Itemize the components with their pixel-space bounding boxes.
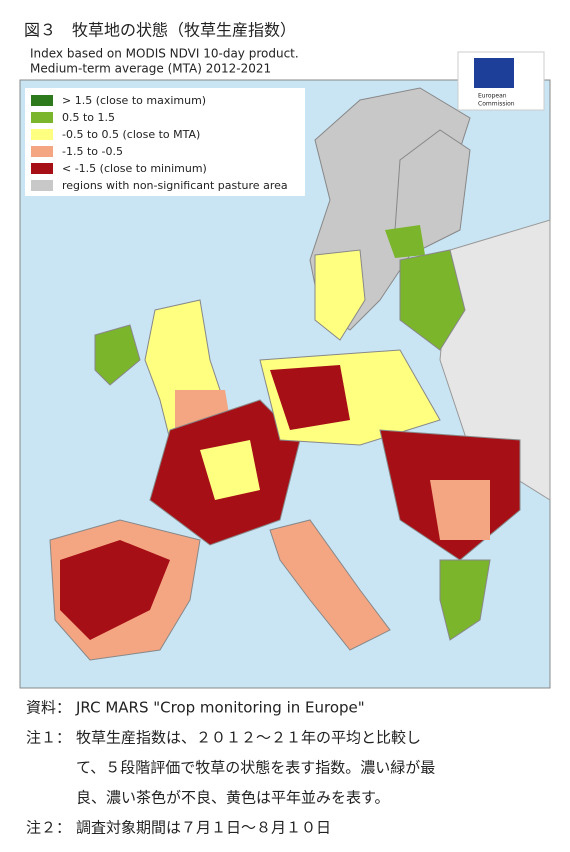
legend: > 1.5 (close to maximum) 0.5 to 1.5 -0.5 t… xyxy=(31,94,288,192)
legend-label: > 1.5 (close to maximum) xyxy=(62,94,206,107)
legend-swatch xyxy=(31,112,53,123)
region xyxy=(430,480,490,540)
region xyxy=(60,540,170,640)
logo-text: Commission xyxy=(478,101,515,108)
region xyxy=(439,559,491,641)
region xyxy=(200,440,260,500)
note-line: 牧草生産指数は、２０１２～２１年の平均と比較し xyxy=(76,729,421,747)
region xyxy=(94,324,141,386)
subtitle: Medium-term average (MTA) 2012-2021 xyxy=(30,62,271,76)
region xyxy=(385,225,425,258)
legend-label: -1.5 to -0.5 xyxy=(62,145,123,158)
legend-swatch xyxy=(31,146,53,157)
title: 図３ 牧草地の状態（牧草生産指数） xyxy=(24,21,296,40)
region xyxy=(399,249,466,351)
legend-swatch xyxy=(31,163,53,174)
subtitle: Index based on MODIS NDVI 10-day product… xyxy=(30,47,299,61)
region xyxy=(270,365,350,430)
note-line: 調査対象期間は７月１日～８月１０日 xyxy=(76,819,331,837)
region xyxy=(314,249,366,341)
map: European Commission xyxy=(19,51,551,689)
legend-label: < -1.5 (close to minimum) xyxy=(62,162,207,175)
note-line: て、５段階評価で牧草の状態を表す指数。濃い緑が最 xyxy=(76,759,435,777)
legend-swatch xyxy=(31,180,53,191)
legend-swatch xyxy=(31,95,53,106)
note-label: 資料： xyxy=(26,699,71,717)
legend-swatch xyxy=(31,129,53,140)
note-label: 注１： xyxy=(26,729,71,747)
note-line: JRC MARS "Crop monitoring in Europe" xyxy=(75,699,365,717)
region xyxy=(269,519,391,651)
note-line: 良、濃い茶色が不良、黄色は平年並みを表す。 xyxy=(76,789,390,807)
legend-label: -0.5 to 0.5 (close to MTA) xyxy=(62,128,200,141)
legend-label: regions with non-significant pasture are… xyxy=(62,179,288,192)
notes: 資料： JRC MARS "Crop monitoring in Europe"注… xyxy=(26,699,435,837)
note-label: 注２： xyxy=(26,819,71,837)
logo-text: European xyxy=(478,93,507,100)
legend-box xyxy=(25,88,305,196)
legend-label: 0.5 to 1.5 xyxy=(62,111,115,124)
logo-flag xyxy=(474,58,514,88)
